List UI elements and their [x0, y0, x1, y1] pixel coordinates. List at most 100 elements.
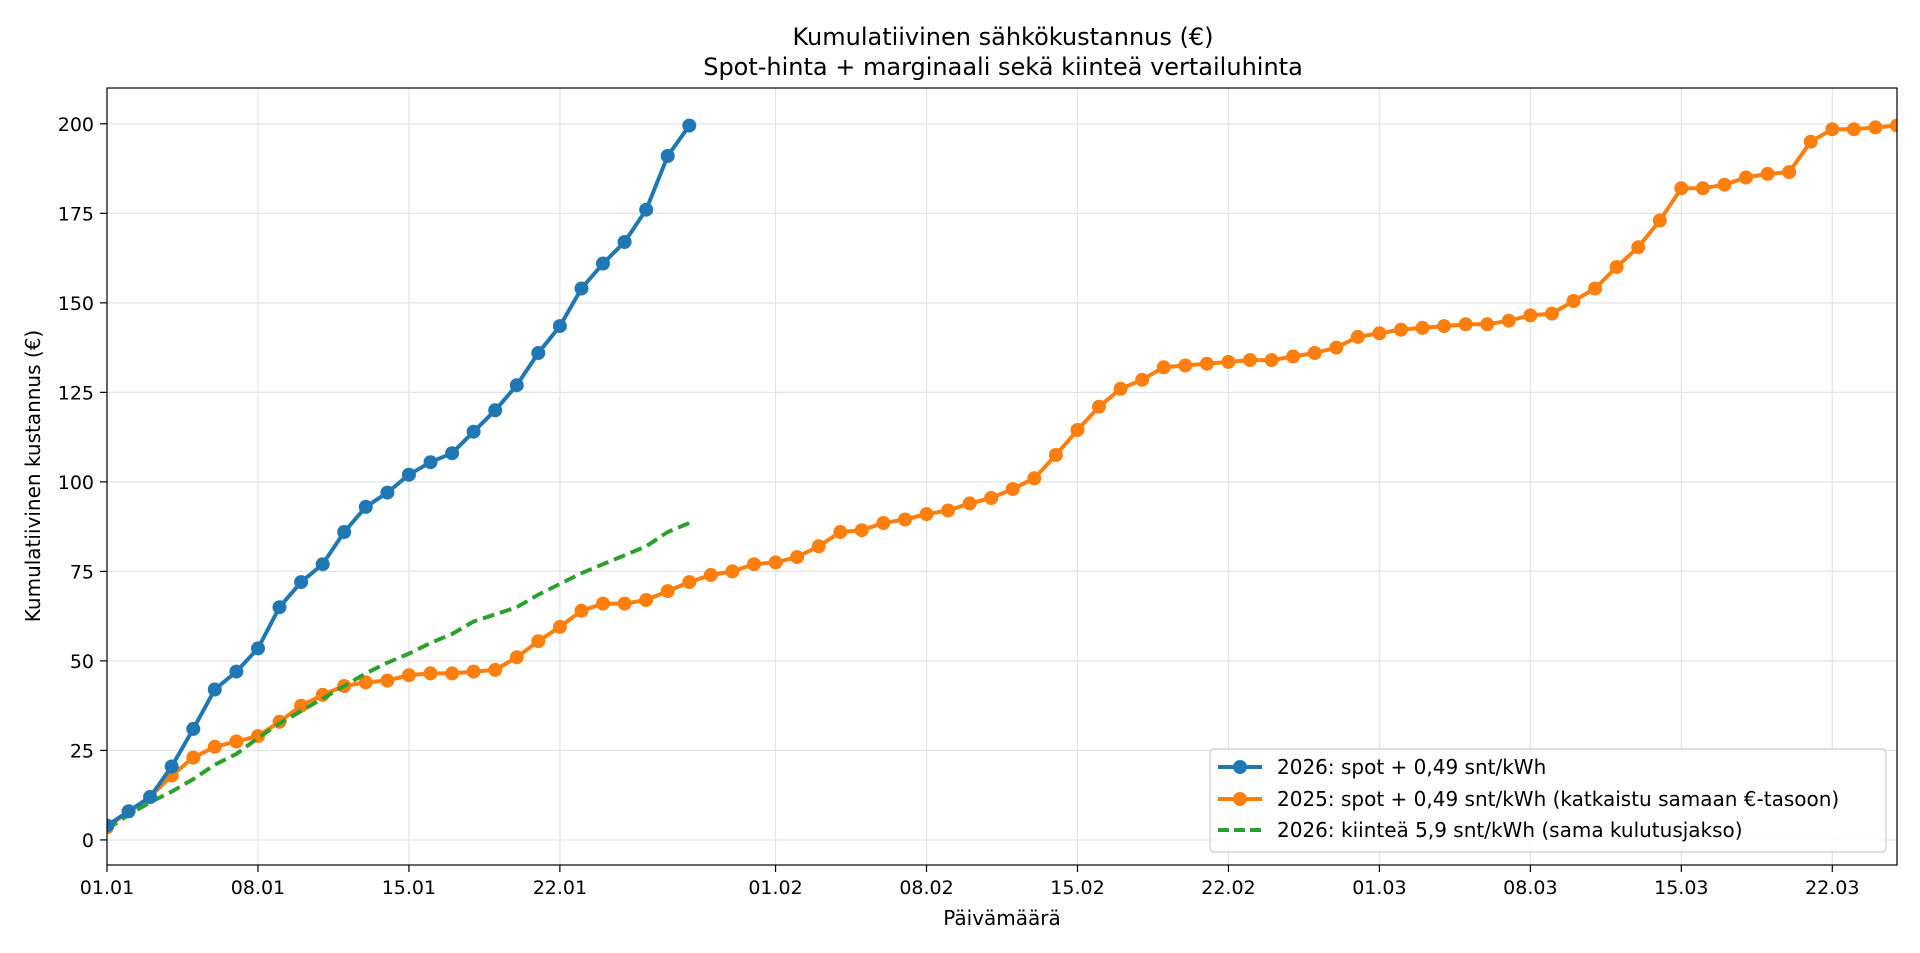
data-point — [1264, 353, 1279, 368]
series-line-2 — [107, 521, 691, 831]
y-tick-label: 25 — [70, 740, 94, 762]
data-point — [186, 750, 201, 765]
data-point — [207, 739, 222, 754]
legend: 2026: spot + 0,49 snt/kWh 2025: spot + 0… — [1209, 748, 1887, 853]
data-point — [833, 525, 848, 539]
data-point — [251, 641, 265, 656]
data-point — [1199, 356, 1214, 371]
data-point — [1307, 346, 1322, 360]
data-point — [186, 721, 201, 736]
data-point — [1588, 281, 1603, 296]
x-tick-label: 08.02 — [899, 877, 953, 899]
data-point — [531, 346, 546, 360]
data-point — [660, 584, 675, 599]
data-point — [143, 790, 158, 804]
x-tick-label: 15.02 — [1050, 877, 1104, 899]
data-point — [574, 603, 589, 618]
data-point — [401, 668, 416, 683]
data-point — [1501, 313, 1516, 328]
data-point — [747, 557, 761, 572]
data-point — [337, 525, 352, 539]
data-point — [423, 666, 438, 681]
data-point — [1005, 482, 1020, 496]
data-point — [682, 118, 697, 133]
data-point — [811, 539, 826, 554]
data-point — [1113, 381, 1128, 396]
data-point — [1631, 240, 1646, 255]
data-point — [207, 682, 222, 697]
y-tick-label: 75 — [70, 561, 94, 583]
data-point — [617, 235, 632, 249]
data-point — [682, 575, 697, 590]
data-point — [639, 593, 654, 607]
data-point — [1609, 260, 1624, 274]
data-point — [790, 550, 805, 565]
data-point — [229, 734, 244, 749]
data-point — [1372, 326, 1387, 341]
data-point — [488, 403, 503, 418]
y-axis-label: Kumulatiivinen kustannus (€) — [21, 330, 45, 622]
data-point — [1070, 423, 1085, 437]
data-point — [617, 596, 632, 611]
data-point — [725, 564, 740, 579]
data-point — [703, 568, 718, 582]
series-0 — [107, 118, 697, 833]
x-axis-label: Päivämäärä — [943, 906, 1061, 930]
data-point — [164, 759, 179, 774]
x-tick-label: 08.01 — [231, 877, 285, 899]
x-axis-ticks: 01.01 08.01 15.01 22.01 01.02 08.02 15.02 22.02… — [80, 865, 1860, 899]
data-point — [466, 664, 481, 679]
data-point — [898, 512, 912, 527]
grid-lines — [106, 88, 1897, 865]
y-tick-label: 150 — [58, 293, 94, 315]
data-point — [1350, 329, 1365, 344]
y-tick-label: 125 — [58, 382, 94, 404]
x-tick-label: 01.01 — [80, 877, 134, 899]
y-tick-label: 100 — [58, 472, 94, 494]
legend-marker-2026-spot — [1233, 760, 1247, 774]
data-point — [1458, 317, 1473, 332]
data-point — [1544, 306, 1559, 321]
data-point — [1674, 181, 1689, 196]
data-point — [107, 818, 114, 833]
data-point — [445, 666, 460, 681]
x-tick-label: 01.03 — [1352, 877, 1406, 899]
y-tick-label: 175 — [58, 203, 94, 225]
data-point — [768, 555, 783, 570]
data-point — [488, 662, 503, 677]
data-point — [1048, 448, 1063, 462]
data-point — [1243, 353, 1257, 368]
data-point — [1803, 134, 1818, 149]
data-point — [984, 491, 999, 505]
y-axis-ticks: 0 25 50 75 100 125 150 175 200 — [58, 114, 107, 852]
data-point — [509, 650, 524, 665]
data-point — [574, 281, 589, 296]
data-point — [509, 378, 524, 393]
data-point — [1760, 166, 1775, 181]
data-point — [272, 600, 287, 615]
series-line-0 — [107, 124, 691, 828]
data-point — [1156, 360, 1171, 375]
data-point — [1825, 122, 1840, 137]
data-point — [1739, 170, 1753, 185]
data-point — [941, 503, 956, 518]
data-point — [1437, 319, 1452, 334]
data-point — [1329, 340, 1344, 355]
data-point — [466, 424, 481, 439]
data-point — [380, 485, 395, 500]
legend-label-2026-spot: 2026: spot + 0,49 snt/kWh — [1277, 755, 1546, 779]
data-point — [552, 619, 567, 634]
chart-title-line2: Spot-hinta + marginaali sekä kiinteä ver… — [703, 53, 1303, 81]
data-point — [876, 516, 891, 530]
data-point — [1717, 177, 1732, 192]
data-point — [639, 202, 654, 217]
data-point — [1890, 118, 1897, 133]
x-tick-label: 08.03 — [1503, 877, 1557, 899]
x-tick-label: 15.01 — [382, 877, 436, 899]
series-1 — [107, 118, 1897, 835]
data-point — [315, 557, 330, 572]
data-point — [596, 596, 610, 611]
data-point — [294, 698, 309, 713]
data-point — [1092, 399, 1106, 414]
data-point — [445, 446, 460, 461]
